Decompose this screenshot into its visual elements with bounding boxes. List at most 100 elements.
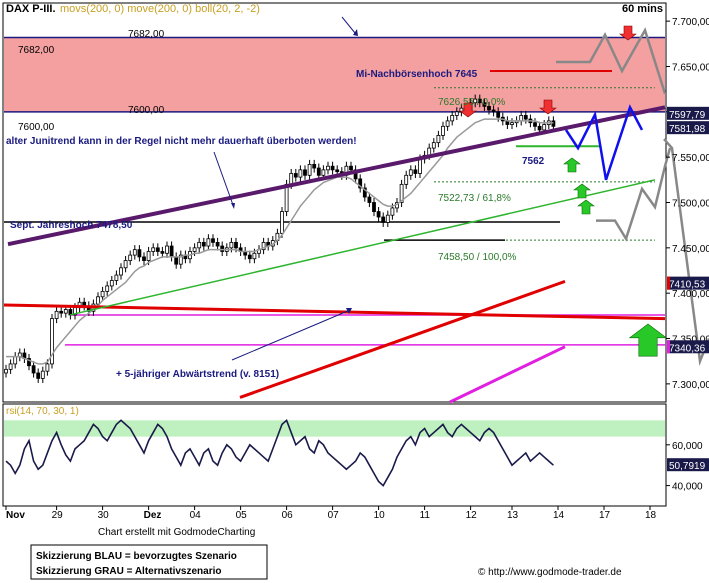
x-tick-label: 07 xyxy=(328,510,340,521)
candle-body xyxy=(109,280,114,287)
candle-body xyxy=(119,267,123,276)
rsi-tick-label: 40,000 xyxy=(672,482,703,493)
candle-body xyxy=(450,115,455,122)
x-tick-label: 11 xyxy=(420,510,431,521)
price-tag-accent xyxy=(667,340,670,354)
candle-body xyxy=(491,109,496,113)
green-arrow-up-icon xyxy=(563,157,581,173)
price-tag xyxy=(667,106,709,120)
x-tick-label: Nov xyxy=(6,510,25,521)
candle-body xyxy=(307,164,312,176)
price-tag xyxy=(667,340,709,354)
candle-body xyxy=(376,211,381,218)
candle-body xyxy=(385,214,390,223)
candle-body xyxy=(105,285,110,292)
candle-body xyxy=(4,368,8,374)
zone-label-upper-left: 7682,00 xyxy=(18,45,55,56)
candle-body xyxy=(252,252,257,260)
abwaertstrend-line xyxy=(3,303,666,321)
zone-label-lower: 7600,00 xyxy=(128,105,165,116)
rsi-panel xyxy=(2,403,667,507)
candle-body xyxy=(454,111,459,116)
junitrend-line xyxy=(7,105,666,247)
candle-body xyxy=(289,173,294,185)
candle-body xyxy=(362,187,367,198)
x-tick-label: 30 xyxy=(98,510,110,521)
candle-body xyxy=(303,169,307,176)
price-tag-label: 7581,98 xyxy=(669,124,706,135)
candle-body xyxy=(441,125,445,136)
x-tick-label: 29 xyxy=(52,510,64,521)
candle-body xyxy=(96,296,100,305)
candle-body xyxy=(408,169,413,176)
low-mark-label: 7562 xyxy=(522,156,545,167)
price-layer: 7.300,00 7.350,00 7.400,00 7.450,00 7.500,00… xyxy=(3,16,709,404)
candle-body xyxy=(146,251,151,261)
candle-body xyxy=(413,169,418,174)
candle-body xyxy=(165,245,169,254)
junitrend-label: alter Junitrend kann in der Regel nicht … xyxy=(6,136,357,147)
candle-body xyxy=(487,105,491,111)
price-tag xyxy=(667,121,709,135)
candle-body xyxy=(13,356,18,365)
pointer-arrowhead-icon xyxy=(346,308,352,314)
rsi-tag xyxy=(667,458,709,472)
green-uptrend-line xyxy=(69,179,656,316)
candle-body xyxy=(63,309,68,314)
candle-body xyxy=(247,254,252,260)
price-tag-label: 7597,79 xyxy=(669,110,706,121)
header-timeframe: 60 mins xyxy=(622,3,663,15)
candle-body xyxy=(284,183,289,212)
candle-body xyxy=(335,169,340,173)
rsi-overbought-zone xyxy=(4,420,665,437)
candle-body xyxy=(280,211,284,234)
legend-grey: Skizzierung GRAU = Alternativszenario xyxy=(36,566,222,577)
legend-box xyxy=(30,544,268,580)
price-tick-label: 7.350,00 xyxy=(672,335,709,346)
candle-body xyxy=(54,310,59,319)
x-tick-label: 12 xyxy=(466,510,478,521)
fib-100-label: 7458,50 / 100,0% xyxy=(438,252,517,263)
price-tick-label: 7.500,00 xyxy=(672,199,709,210)
green-arrow-up-icon xyxy=(573,183,591,199)
candle-body xyxy=(473,98,478,104)
junitrend-pointer xyxy=(213,151,234,206)
zone-label-lower-left: 7600,00 xyxy=(18,122,55,133)
website-link[interactable]: © http://www.godmode-trader.de xyxy=(478,567,622,578)
rsi-tick-label: 60,000 xyxy=(672,441,703,452)
candle-body xyxy=(551,120,556,127)
red-arrow-down-icon xyxy=(539,99,557,115)
candle-body xyxy=(510,122,514,125)
candle-body xyxy=(523,115,528,120)
candle-body xyxy=(496,111,501,118)
price-tick-label: 7.300,00 xyxy=(672,380,709,391)
candle-body xyxy=(431,142,436,149)
candle-body xyxy=(50,318,54,365)
rsi-tag-label: 50,7919 xyxy=(669,461,706,472)
price-tick-label: 7.700,00 xyxy=(672,17,709,28)
candle-body xyxy=(229,241,234,249)
candle-body xyxy=(36,372,41,379)
price-tag xyxy=(667,276,709,290)
candle-body xyxy=(316,167,321,176)
candle-body xyxy=(436,134,441,144)
candle-body xyxy=(211,238,215,243)
candle-body xyxy=(367,196,372,203)
candle-body xyxy=(31,365,36,374)
x-tick-label: 06 xyxy=(282,510,294,521)
candle-body xyxy=(100,290,105,298)
rsi-title: rsi(14, 70, 30, 1) xyxy=(6,406,79,417)
candle-body xyxy=(128,254,133,261)
price-tag-label: 7340,36 xyxy=(669,343,706,354)
red-arrow-down-icon xyxy=(619,25,637,41)
candle-body xyxy=(390,207,395,216)
green-arrow-up-icon xyxy=(628,323,668,357)
resistance-zone xyxy=(4,37,665,112)
candle-body xyxy=(201,241,206,247)
move-200-line xyxy=(449,345,566,404)
candle-body xyxy=(519,115,524,122)
header-symbol: DAX P-III. xyxy=(6,3,56,15)
price-tick-label: 7.400,00 xyxy=(672,289,709,300)
candle-body xyxy=(220,245,225,252)
candle-body xyxy=(399,183,404,203)
